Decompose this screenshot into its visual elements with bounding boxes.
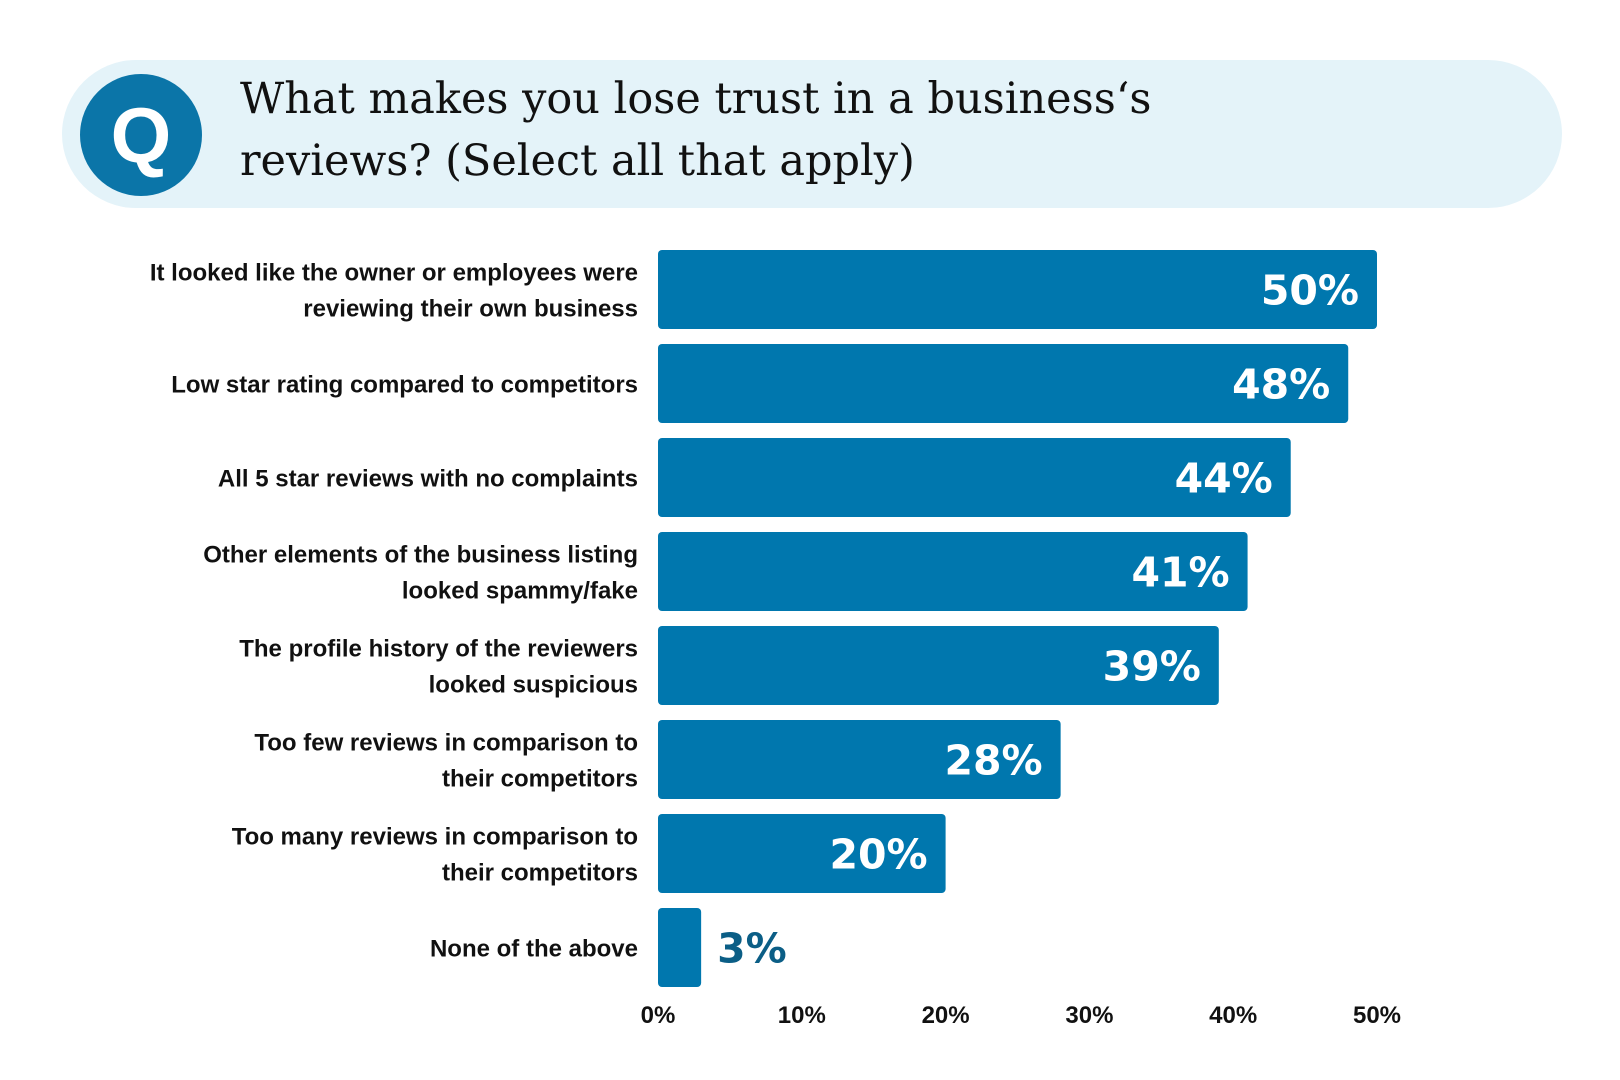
category-label-0-line-1: reviewing their own business [303, 296, 638, 323]
category-label-2-line-0: All 5 star reviews with no complaints [218, 466, 638, 493]
value-label-4: 39% [1103, 643, 1201, 691]
value-label-2: 44% [1175, 455, 1273, 503]
category-label-3-line-0: Other elements of the business listing [203, 542, 638, 569]
q-badge-letter: Q [111, 91, 172, 179]
bar-7 [658, 908, 702, 987]
question-title: What makes you lose trust in a business‘… [240, 74, 1152, 186]
value-label-1: 48% [1232, 361, 1330, 409]
category-label-4-line-0: The profile history of the reviewers [239, 636, 638, 663]
x-tick-label-0: 0% [641, 1002, 676, 1029]
x-tick-label-3: 30% [1065, 1002, 1113, 1029]
category-label-5-line-0: Too few reviews in comparison to [254, 730, 638, 757]
bar-1 [658, 344, 1349, 423]
bar-3 [658, 532, 1248, 611]
x-tick-label-1: 10% [778, 1002, 826, 1029]
x-tick-label-5: 50% [1353, 1002, 1401, 1029]
category-label-5-line-1: their competitors [442, 766, 638, 793]
q-badge-icon: Q [80, 74, 202, 196]
category-label-3-line-1: looked spammy/fake [402, 578, 638, 605]
category-label-6-line-0: Too many reviews in comparison to [232, 824, 638, 851]
category-label-0-line-0: It looked like the owner or employees we… [150, 260, 638, 287]
category-label-7-line-0: None of the above [430, 936, 638, 963]
category-label-6-line-1: their competitors [442, 860, 638, 887]
category-label-4-line-1: looked suspicious [429, 672, 638, 699]
value-label-5: 28% [944, 737, 1042, 785]
bar-0 [658, 250, 1377, 329]
bar-5 [658, 720, 1061, 799]
bar-2 [658, 438, 1291, 517]
value-label-7: 3% [717, 925, 787, 973]
bar-6 [658, 814, 946, 893]
category-label-1-line-0: Low star rating compared to competitors [171, 372, 638, 399]
bar-4 [658, 626, 1219, 705]
x-tick-label-2: 20% [922, 1002, 970, 1029]
x-tick-label-4: 40% [1209, 1002, 1257, 1029]
value-label-0: 50% [1261, 267, 1359, 315]
value-label-3: 41% [1131, 549, 1229, 597]
question-banner [62, 60, 1562, 208]
value-label-6: 20% [829, 831, 927, 879]
